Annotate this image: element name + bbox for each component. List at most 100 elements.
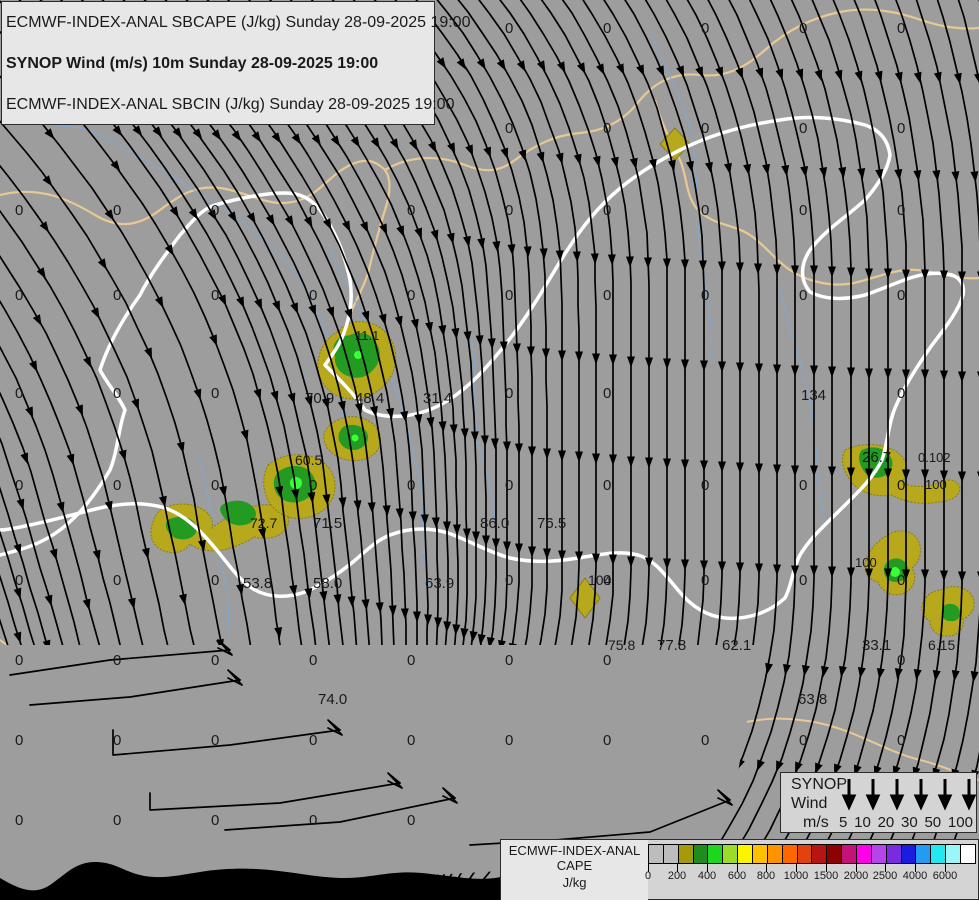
svg-text:0: 0 [113,477,121,494]
svg-text:0: 0 [505,202,513,219]
svg-text:0: 0 [701,477,709,494]
svg-text:0: 0 [505,572,513,589]
svg-text:0: 0 [603,477,611,494]
svg-text:0: 0 [701,20,709,37]
svg-text:0: 0 [309,287,317,304]
svg-text:0.102: 0.102 [918,450,951,465]
svg-text:0: 0 [407,287,415,304]
svg-text:0: 0 [211,572,219,589]
svg-text:0: 0 [15,477,23,494]
svg-text:0: 0 [701,287,709,304]
svg-text:26.7: 26.7 [862,449,891,466]
svg-text:0: 0 [407,732,415,749]
svg-text:0: 0 [309,652,317,669]
svg-text:0: 0 [603,732,611,749]
svg-text:0: 0 [603,652,611,669]
svg-text:0: 0 [799,572,807,589]
svg-text:31.4: 31.4 [423,390,452,407]
svg-text:60.5: 60.5 [295,452,322,468]
svg-text:0: 0 [15,385,23,402]
svg-text:0: 0 [15,202,23,219]
svg-text:0: 0 [897,477,905,494]
svg-text:0: 0 [15,572,23,589]
svg-text:0: 0 [309,477,317,494]
svg-text:0: 0 [505,732,513,749]
svg-text:75.8: 75.8 [608,637,635,653]
svg-text:0: 0 [211,477,219,494]
svg-text:0: 0 [211,812,219,829]
svg-text:71.5: 71.5 [313,515,342,532]
svg-text:11.1: 11.1 [355,328,379,343]
svg-text:0: 0 [897,385,905,402]
svg-text:0: 0 [407,477,415,494]
svg-text:104: 104 [588,572,612,588]
svg-text:0: 0 [211,732,219,749]
svg-text:0: 0 [113,202,121,219]
svg-text:0: 0 [505,287,513,304]
svg-text:0: 0 [603,20,611,37]
svg-text:0: 0 [309,812,317,829]
svg-text:0: 0 [211,202,219,219]
svg-text:0: 0 [407,812,415,829]
svg-text:74.0: 74.0 [318,691,347,708]
svg-text:100: 100 [925,477,947,492]
svg-text:0: 0 [701,120,709,137]
svg-text:0: 0 [505,652,513,669]
svg-text:0: 0 [211,652,219,669]
svg-text:0: 0 [799,120,807,137]
svg-text:0: 0 [897,120,905,137]
svg-text:0: 0 [897,652,905,669]
svg-text:0: 0 [603,202,611,219]
svg-text:0: 0 [799,202,807,219]
svg-text:0: 0 [799,477,807,494]
svg-text:77.8: 77.8 [657,637,686,654]
svg-text:63.8: 63.8 [798,691,827,708]
svg-text:0: 0 [897,287,905,304]
svg-text:0: 0 [407,652,415,669]
svg-text:0: 0 [897,732,905,749]
svg-text:63.9: 63.9 [425,575,454,592]
svg-text:0: 0 [603,287,611,304]
svg-text:0: 0 [211,385,219,402]
svg-text:0: 0 [505,385,513,402]
svg-text:0: 0 [505,120,513,137]
svg-text:33.1: 33.1 [862,637,891,654]
svg-text:0: 0 [113,572,121,589]
svg-text:0: 0 [15,732,23,749]
svg-text:62.1: 62.1 [722,637,751,654]
svg-text:0: 0 [211,287,219,304]
svg-text:134: 134 [801,387,826,404]
svg-text:0: 0 [309,732,317,749]
svg-text:53.8: 53.8 [243,575,272,592]
svg-text:0: 0 [701,732,709,749]
svg-text:0: 0 [701,202,709,219]
svg-text:86.0: 86.0 [480,515,509,532]
svg-text:0: 0 [113,812,121,829]
svg-text:0: 0 [113,385,121,402]
svg-text:100: 100 [855,555,877,570]
svg-text:0: 0 [505,20,513,37]
svg-text:76.5: 76.5 [537,515,566,532]
svg-text:0: 0 [15,652,23,669]
svg-text:0: 0 [309,202,317,219]
svg-text:0: 0 [701,572,709,589]
svg-text:0: 0 [799,20,807,37]
svg-text:48.4: 48.4 [355,390,384,407]
svg-text:0: 0 [603,120,611,137]
svg-text:72.7: 72.7 [250,515,277,531]
svg-text:0: 0 [113,287,121,304]
svg-text:0: 0 [897,20,905,37]
svg-text:0: 0 [799,732,807,749]
svg-text:0: 0 [407,202,415,219]
svg-text:70.9: 70.9 [305,390,334,407]
svg-text:58.0: 58.0 [313,575,342,592]
svg-text:0: 0 [15,812,23,829]
svg-text:0: 0 [603,385,611,402]
svg-text:0: 0 [15,287,23,304]
svg-text:0: 0 [113,652,121,669]
svg-text:0: 0 [897,572,905,589]
svg-text:0: 0 [897,202,905,219]
svg-text:0: 0 [113,732,121,749]
svg-text:6.15: 6.15 [928,637,955,653]
svg-text:0: 0 [799,287,807,304]
